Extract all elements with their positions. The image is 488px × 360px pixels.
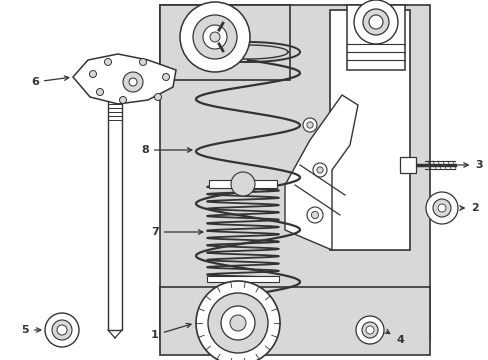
Circle shape bbox=[365, 326, 373, 334]
Circle shape bbox=[89, 71, 96, 77]
Circle shape bbox=[437, 204, 445, 212]
Circle shape bbox=[230, 172, 254, 196]
Circle shape bbox=[306, 207, 323, 223]
Circle shape bbox=[154, 94, 161, 100]
Circle shape bbox=[355, 316, 383, 344]
Circle shape bbox=[139, 58, 146, 66]
Circle shape bbox=[229, 315, 245, 331]
Circle shape bbox=[123, 72, 142, 92]
Text: 7: 7 bbox=[151, 227, 203, 237]
Circle shape bbox=[221, 306, 254, 340]
FancyBboxPatch shape bbox=[160, 287, 429, 355]
Circle shape bbox=[209, 32, 220, 42]
Circle shape bbox=[196, 281, 280, 360]
Circle shape bbox=[180, 2, 249, 72]
Circle shape bbox=[368, 15, 382, 29]
Circle shape bbox=[104, 58, 111, 66]
Circle shape bbox=[316, 167, 323, 173]
Circle shape bbox=[303, 118, 316, 132]
Circle shape bbox=[52, 320, 72, 340]
Text: 4: 4 bbox=[384, 329, 403, 345]
FancyBboxPatch shape bbox=[108, 70, 122, 330]
FancyBboxPatch shape bbox=[399, 157, 415, 173]
FancyBboxPatch shape bbox=[329, 10, 409, 250]
FancyBboxPatch shape bbox=[206, 276, 279, 282]
Text: 6: 6 bbox=[31, 76, 69, 87]
Text: 2: 2 bbox=[459, 203, 478, 213]
Circle shape bbox=[306, 122, 312, 128]
Circle shape bbox=[119, 96, 126, 104]
Circle shape bbox=[353, 0, 397, 44]
FancyBboxPatch shape bbox=[346, 5, 404, 70]
Circle shape bbox=[311, 211, 318, 219]
FancyBboxPatch shape bbox=[160, 5, 289, 80]
Polygon shape bbox=[285, 95, 357, 250]
FancyBboxPatch shape bbox=[160, 5, 429, 340]
Circle shape bbox=[57, 325, 67, 335]
Circle shape bbox=[362, 9, 388, 35]
Circle shape bbox=[129, 78, 137, 86]
Circle shape bbox=[207, 293, 267, 353]
Circle shape bbox=[312, 163, 326, 177]
FancyBboxPatch shape bbox=[208, 180, 276, 188]
Circle shape bbox=[162, 73, 169, 81]
Circle shape bbox=[361, 322, 377, 338]
Circle shape bbox=[203, 25, 226, 49]
Text: 5: 5 bbox=[21, 325, 41, 335]
Circle shape bbox=[425, 192, 457, 224]
Circle shape bbox=[96, 89, 103, 95]
Circle shape bbox=[432, 199, 450, 217]
Text: 8: 8 bbox=[141, 145, 191, 155]
Circle shape bbox=[193, 15, 237, 59]
Text: 3: 3 bbox=[457, 160, 482, 170]
Polygon shape bbox=[73, 54, 176, 104]
Text: 1: 1 bbox=[151, 323, 191, 340]
Circle shape bbox=[45, 313, 79, 347]
